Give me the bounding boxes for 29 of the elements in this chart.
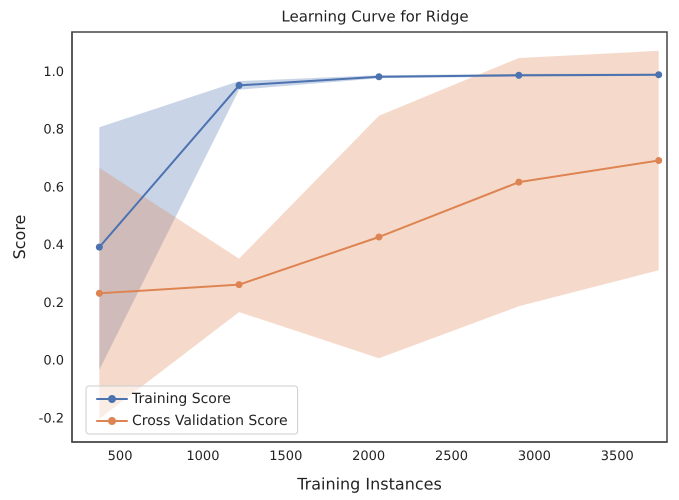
y-axis-title: Score	[10, 214, 30, 260]
point	[375, 73, 382, 80]
point	[515, 178, 522, 186]
x-axis-title: Training Instances	[296, 474, 442, 494]
point	[96, 244, 103, 251]
legend-label: Cross Validation Score	[132, 413, 288, 429]
y-tick-label: 0.8	[43, 122, 64, 138]
point	[655, 156, 662, 164]
x-tick-label: 2000	[352, 449, 386, 464]
x-tick-label: 3000	[518, 449, 551, 464]
point	[236, 281, 243, 288]
point	[96, 290, 103, 297]
y-tick-label: 0.0	[43, 354, 64, 369]
legend-label: Training Score	[131, 391, 231, 407]
chart-title: Learning Curve for Ridge	[281, 8, 469, 26]
y-tick-label: 1.0	[43, 64, 64, 80]
point	[655, 71, 662, 78]
point	[375, 234, 382, 240]
y-tick-label: 0.4	[43, 238, 64, 254]
point	[515, 72, 522, 79]
y-tick-label: 0.2	[43, 296, 64, 311]
x-tick-label: 2500	[434, 449, 468, 464]
x-tick-label: 3500	[600, 449, 634, 464]
x-tick-label: 1000	[186, 449, 220, 464]
point	[236, 82, 243, 89]
x-tick-label: 1500	[269, 449, 302, 464]
y-tick-label: 0.6	[43, 180, 64, 196]
y-tick-label: -0.2	[38, 411, 64, 426]
x-tick-label: 500	[108, 449, 132, 464]
